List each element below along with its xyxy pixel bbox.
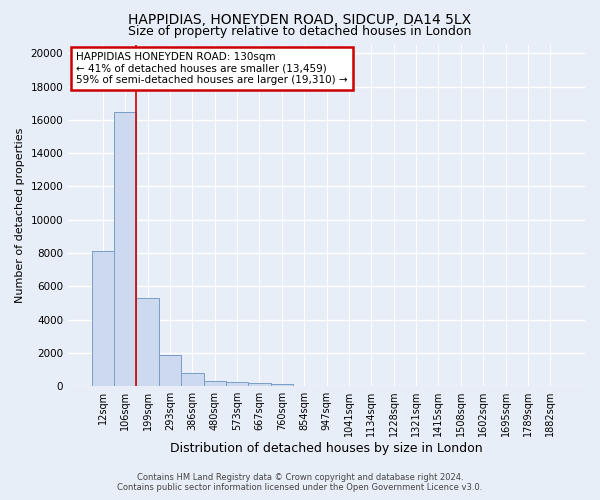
Bar [226, 382, 248, 386]
Bar [248, 384, 271, 386]
Bar [114, 112, 136, 386]
Text: HAPPIDIAS, HONEYDEN ROAD, SIDCUP, DA14 5LX: HAPPIDIAS, HONEYDEN ROAD, SIDCUP, DA14 5… [128, 12, 472, 26]
Bar [203, 381, 226, 386]
Bar [92, 252, 114, 386]
Text: Size of property relative to detached houses in London: Size of property relative to detached ho… [128, 25, 472, 38]
Bar [136, 298, 159, 386]
Text: HAPPIDIAS HONEYDEN ROAD: 130sqm
← 41% of detached houses are smaller (13,459)
59: HAPPIDIAS HONEYDEN ROAD: 130sqm ← 41% of… [76, 52, 347, 85]
Y-axis label: Number of detached properties: Number of detached properties [15, 128, 25, 303]
Bar [181, 373, 203, 386]
Bar [159, 356, 181, 386]
Bar [271, 384, 293, 386]
X-axis label: Distribution of detached houses by size in London: Distribution of detached houses by size … [170, 442, 483, 455]
Text: Contains HM Land Registry data © Crown copyright and database right 2024.
Contai: Contains HM Land Registry data © Crown c… [118, 473, 482, 492]
